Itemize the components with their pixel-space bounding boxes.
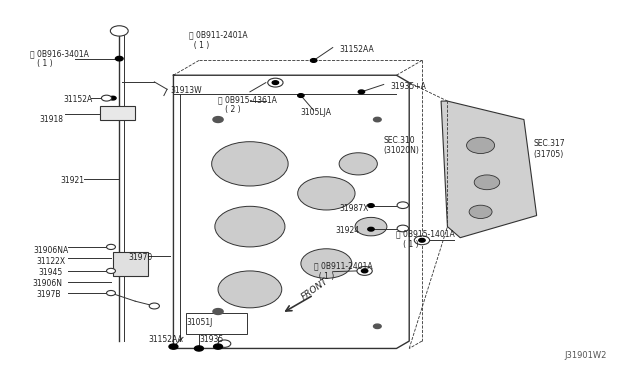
Circle shape: [115, 57, 123, 61]
Circle shape: [419, 238, 425, 242]
Circle shape: [213, 309, 223, 314]
Circle shape: [101, 95, 111, 101]
Circle shape: [368, 227, 374, 231]
Circle shape: [169, 344, 178, 349]
Text: 31921: 31921: [60, 176, 84, 185]
Circle shape: [357, 266, 372, 275]
Circle shape: [301, 249, 352, 278]
Polygon shape: [441, 101, 537, 238]
Text: 31913W: 31913W: [170, 86, 202, 94]
Circle shape: [474, 175, 500, 190]
Circle shape: [272, 81, 278, 84]
Circle shape: [109, 96, 116, 100]
Circle shape: [114, 28, 124, 34]
Circle shape: [218, 340, 231, 347]
Text: FRONT: FRONT: [300, 276, 330, 301]
Text: 31924: 31924: [335, 226, 360, 235]
Circle shape: [374, 324, 381, 328]
Circle shape: [358, 90, 365, 94]
Text: Ⓝ 0B911-2401A
  ( 1 ): Ⓝ 0B911-2401A ( 1 ): [314, 261, 372, 280]
Text: 31987X: 31987X: [339, 203, 369, 213]
Circle shape: [298, 177, 355, 210]
Text: Ⓟ 0B915-4361A
   ( 2 ): Ⓟ 0B915-4361A ( 2 ): [218, 95, 277, 115]
Circle shape: [355, 217, 387, 236]
Text: Ⓝ 0B911-2401A
  ( 1 ): Ⓝ 0B911-2401A ( 1 ): [189, 31, 248, 50]
Circle shape: [414, 236, 429, 245]
Circle shape: [106, 268, 115, 273]
Text: 31906N: 31906N: [32, 279, 62, 288]
Circle shape: [467, 137, 495, 154]
Text: 31152AA: 31152AA: [339, 45, 374, 54]
Circle shape: [214, 344, 223, 349]
Text: 31906NA: 31906NA: [33, 246, 68, 255]
Text: SEC.317
(31705): SEC.317 (31705): [534, 140, 565, 159]
Circle shape: [268, 78, 283, 87]
Circle shape: [195, 346, 204, 351]
Circle shape: [298, 94, 304, 97]
Circle shape: [106, 244, 115, 250]
Text: 31152A: 31152A: [64, 95, 93, 104]
Circle shape: [397, 225, 408, 232]
Text: 31935: 31935: [199, 335, 223, 344]
Text: Ⓟ 0B916-3401A
   ( 1 ): Ⓟ 0B916-3401A ( 1 ): [30, 49, 89, 68]
Circle shape: [110, 26, 128, 36]
Circle shape: [339, 153, 378, 175]
Bar: [100, 106, 135, 119]
Circle shape: [106, 291, 115, 296]
Text: 31918: 31918: [40, 115, 63, 124]
Circle shape: [310, 59, 317, 62]
Circle shape: [469, 205, 492, 218]
Text: J31901W2: J31901W2: [564, 350, 607, 359]
Text: 3197B: 3197B: [36, 291, 61, 299]
Circle shape: [215, 206, 285, 247]
Circle shape: [374, 117, 381, 122]
Bar: [186, 313, 246, 334]
Circle shape: [368, 204, 374, 208]
Text: 31970: 31970: [129, 253, 153, 263]
Text: 31122X: 31122X: [36, 257, 65, 266]
Text: SEC.310
(31020N): SEC.310 (31020N): [384, 136, 420, 155]
Text: 31152AA: 31152AA: [148, 335, 182, 344]
Circle shape: [397, 202, 408, 209]
Circle shape: [212, 142, 288, 186]
Text: 3105LJA: 3105LJA: [301, 108, 332, 117]
Circle shape: [362, 269, 368, 273]
Text: 31935+A: 31935+A: [390, 82, 426, 91]
Bar: [113, 253, 148, 276]
Circle shape: [213, 116, 223, 122]
Text: 31051J: 31051J: [186, 318, 212, 327]
Circle shape: [149, 303, 159, 309]
Circle shape: [218, 271, 282, 308]
Text: Ⓟ 0B915-1401A
   ( 1 ): Ⓟ 0B915-1401A ( 1 ): [396, 230, 455, 249]
Text: 31945: 31945: [38, 268, 63, 277]
